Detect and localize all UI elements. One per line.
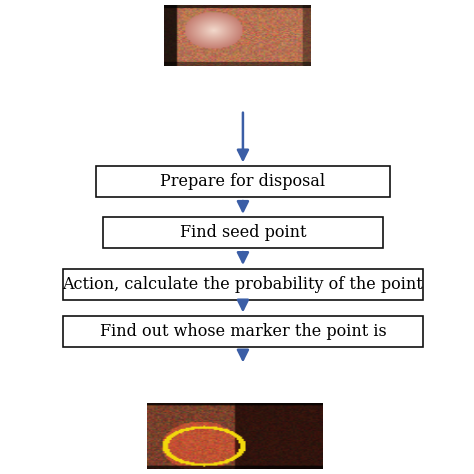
- Text: Prepare for disposal: Prepare for disposal: [160, 173, 326, 191]
- Bar: [63, 316, 423, 347]
- Bar: [63, 269, 423, 300]
- Text: Action, calculate the probability of the point: Action, calculate the probability of the…: [63, 275, 423, 292]
- Text: Find out whose marker the point is: Find out whose marker the point is: [100, 323, 386, 340]
- Text: Find seed point: Find seed point: [180, 225, 306, 241]
- Bar: [103, 218, 383, 248]
- Bar: [96, 166, 390, 197]
